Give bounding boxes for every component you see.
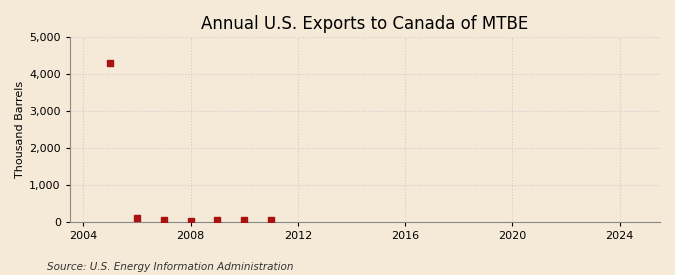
Point: [51, 120, 62, 124]
Text: Source: U.S. Energy Information Administration: Source: U.S. Energy Information Administ…: [47, 262, 294, 272]
Point: [239, 218, 250, 222]
Title: Annual U.S. Exports to Canada of MTBE: Annual U.S. Exports to Canada of MTBE: [201, 15, 529, 33]
Point: [266, 218, 277, 222]
Point: [159, 218, 169, 222]
Point: [185, 218, 196, 223]
Y-axis label: Thousand Barrels: Thousand Barrels: [15, 81, 25, 178]
Point: [105, 61, 115, 65]
Point: [132, 216, 142, 220]
Point: [212, 218, 223, 222]
